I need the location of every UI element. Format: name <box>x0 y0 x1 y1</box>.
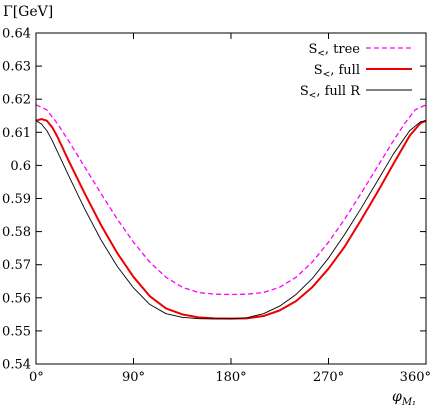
y-tick-label: 0.63 <box>2 60 31 75</box>
x-tick-label: 90° <box>122 370 145 385</box>
y-tick-label: 0.56 <box>2 291 31 306</box>
legend-label-2: S<, full <box>314 63 360 80</box>
y-tick-label: 0.61 <box>2 126 31 141</box>
x-axis-title-symbol: φ <box>392 389 402 405</box>
legend-label-3: S<, full R <box>300 84 361 101</box>
y-tick-label: 0.54 <box>2 358 31 373</box>
y-tick-label: 0.57 <box>2 258 31 273</box>
plot-frame <box>35 32 427 365</box>
y-axis-title: Γ[GeV] <box>3 4 53 20</box>
y-tick-label: 0.59 <box>2 192 31 207</box>
series-line-1 <box>35 104 427 296</box>
x-axis-title-subscript: M₁ <box>401 397 416 408</box>
legend: S<, tree S<, full S<, full R <box>300 42 412 101</box>
tick-marks <box>35 32 427 365</box>
y-tick-label: 0.58 <box>2 225 31 240</box>
series-line-3 <box>35 120 427 320</box>
y-tick-label: 0.64 <box>2 27 31 42</box>
y-tick-label: 0.6 <box>10 159 31 174</box>
x-tick-label: 360° <box>400 370 431 385</box>
x-axis-title: φM₁ <box>392 389 416 408</box>
y-tick-label: 0.55 <box>2 324 31 339</box>
x-tick-label: 270° <box>313 370 344 385</box>
tick-labels: 0.54 0.55 0.56 0.57 0.58 0.59 0.6 0.61 0.62 0.63 0… <box>2 27 431 386</box>
x-tick-label: 0° <box>29 370 44 385</box>
x-tick-label: 180° <box>215 370 246 385</box>
legend-label-1: S<, tree <box>308 42 360 59</box>
series-lines <box>35 104 427 320</box>
y-tick-label: 0.62 <box>2 93 31 108</box>
series-line-2 <box>35 118 427 320</box>
